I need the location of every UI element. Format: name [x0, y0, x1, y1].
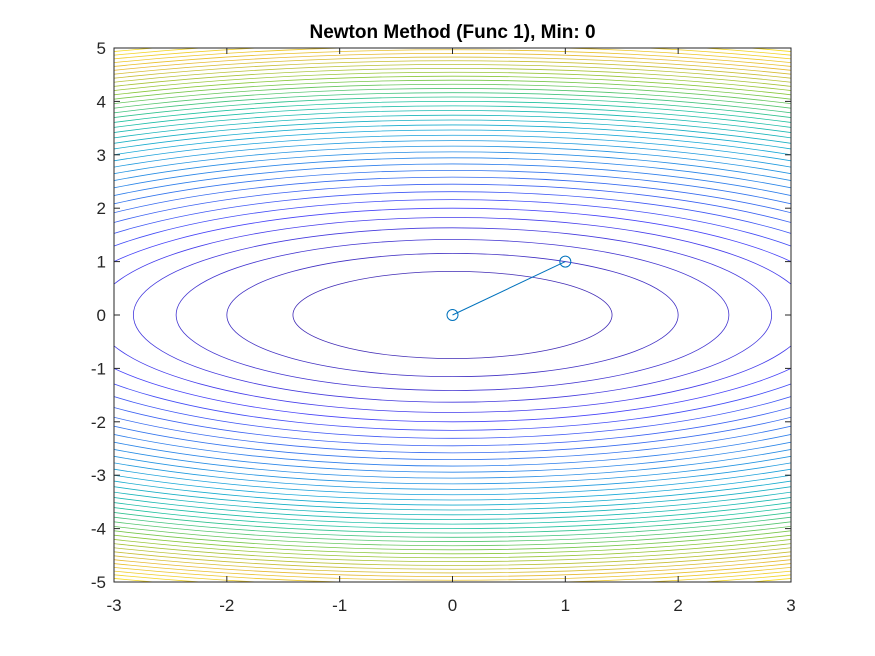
y-tick-label: 2: [97, 199, 106, 218]
contour-level: [114, 68, 791, 562]
contour-level: [114, 140, 791, 490]
x-tick-label: -2: [219, 596, 234, 615]
y-tick-label: 5: [97, 39, 106, 58]
x-tick-label: -3: [106, 596, 121, 615]
contour-level: [132, 227, 773, 403]
contour-level: [226, 252, 679, 378]
contour-level: [114, 56, 791, 574]
x-tick-label: -1: [332, 596, 347, 615]
contour-level: [114, 105, 791, 525]
contour-level: [114, 119, 791, 511]
contour-level: [114, 124, 791, 506]
y-tick-label: -2: [91, 413, 106, 432]
contour-level: [114, 145, 791, 485]
chart-title: Newton Method (Func 1), Min: 0: [309, 22, 595, 43]
contour-level: [114, 60, 791, 570]
newton-path: [446, 255, 572, 321]
contour-level: [114, 83, 791, 547]
contour-level: [114, 64, 791, 566]
y-tick-label: -3: [91, 466, 106, 485]
contour-level: [114, 183, 791, 447]
contour-level: [114, 134, 791, 496]
contour-level: [114, 199, 791, 431]
contour-level: [175, 239, 730, 391]
contour-level: [114, 151, 791, 479]
y-tick-label: -4: [91, 520, 106, 539]
contour-level: [114, 75, 791, 555]
x-tick-label: 1: [561, 596, 570, 615]
contour-lines: [114, 48, 791, 582]
path-marker: [559, 255, 572, 268]
contour-level: [114, 92, 791, 538]
x-tick-label: 2: [673, 596, 682, 615]
contour-level: [114, 110, 791, 520]
y-tick-label: 4: [97, 92, 106, 111]
contour-level: [292, 270, 613, 360]
contour-level: [114, 176, 791, 454]
contour-level: [114, 191, 791, 439]
contour-level: [114, 114, 791, 516]
contour-level: [114, 157, 791, 473]
contour-level: [114, 207, 791, 423]
y-tick-label: 3: [97, 146, 106, 165]
x-tick-label: 0: [448, 596, 457, 615]
contour-level: [114, 170, 791, 460]
contour-level: [114, 163, 791, 467]
contour-level: [114, 96, 791, 534]
contour-level: [114, 79, 791, 551]
contour-level: [114, 71, 791, 559]
x-tick-label: 3: [786, 596, 795, 615]
path-marker: [446, 309, 459, 321]
contour-level: [114, 217, 791, 413]
contour-level: [114, 101, 791, 529]
contour-level: [114, 88, 791, 542]
x-axis: -3 -2 -1 0 1 2 3: [106, 48, 796, 615]
y-tick-label: -1: [91, 359, 106, 378]
contour-level: [114, 129, 791, 501]
y-axis: 5 4 3 2 1 0 -1 -2 -3 -4 -5: [91, 39, 791, 592]
path-line: [452, 261, 566, 316]
y-tick-label: 0: [97, 306, 106, 325]
y-tick-label: -5: [91, 573, 106, 592]
y-tick-label: 1: [97, 253, 106, 272]
